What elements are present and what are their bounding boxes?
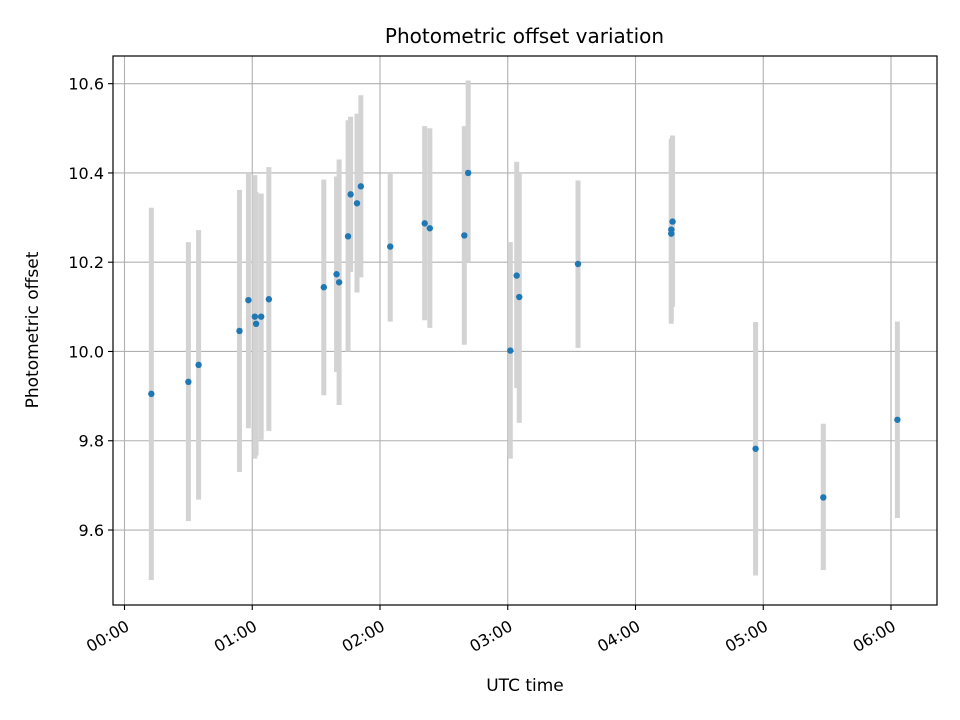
data-point: [669, 218, 676, 225]
data-point: [820, 494, 827, 501]
y-axis-ticks: 9.6 9.8 10.0 10.2 10.4 10.6: [68, 75, 113, 540]
data-point: [353, 200, 361, 207]
data-point: [752, 445, 759, 452]
data-point: [257, 313, 265, 320]
data-point: [185, 378, 192, 386]
data-point: [320, 284, 327, 291]
data-point: [507, 347, 514, 354]
data-point: [236, 327, 243, 335]
data-point: [894, 416, 901, 423]
data-point: [464, 169, 472, 177]
data-point: [357, 183, 365, 190]
y-tick-label: 9.6: [79, 521, 104, 540]
y-tick-label: 10.2: [68, 253, 104, 272]
data-point: [347, 191, 354, 198]
y-tick-label: 10.4: [68, 164, 104, 183]
data-point: [344, 233, 352, 240]
data-point: [195, 361, 202, 369]
data-point: [421, 220, 428, 227]
plot-area-frame: [112, 55, 938, 606]
y-tick-label: 10.6: [68, 75, 104, 94]
y-axis-title: Photometric offset: [23, 251, 43, 408]
data-point: [335, 279, 343, 286]
data-point: [333, 271, 340, 278]
data-point: [426, 225, 434, 232]
data-points: [148, 169, 901, 501]
data-point: [516, 293, 523, 301]
data-point: [252, 320, 260, 328]
data-point: [513, 272, 520, 279]
y-tick-label: 9.8: [79, 432, 104, 451]
y-tick-label: 10.0: [68, 342, 104, 361]
data-point: [461, 232, 468, 239]
data-point: [668, 226, 675, 233]
data-point: [251, 313, 259, 320]
data-point: [387, 243, 394, 250]
data-point: [148, 390, 155, 398]
data-point: [265, 296, 273, 303]
data-point: [245, 296, 252, 304]
data-point: [574, 260, 582, 268]
x-axis-title: UTC time: [486, 676, 564, 696]
chart-title: Photometric offset variation: [385, 24, 664, 48]
